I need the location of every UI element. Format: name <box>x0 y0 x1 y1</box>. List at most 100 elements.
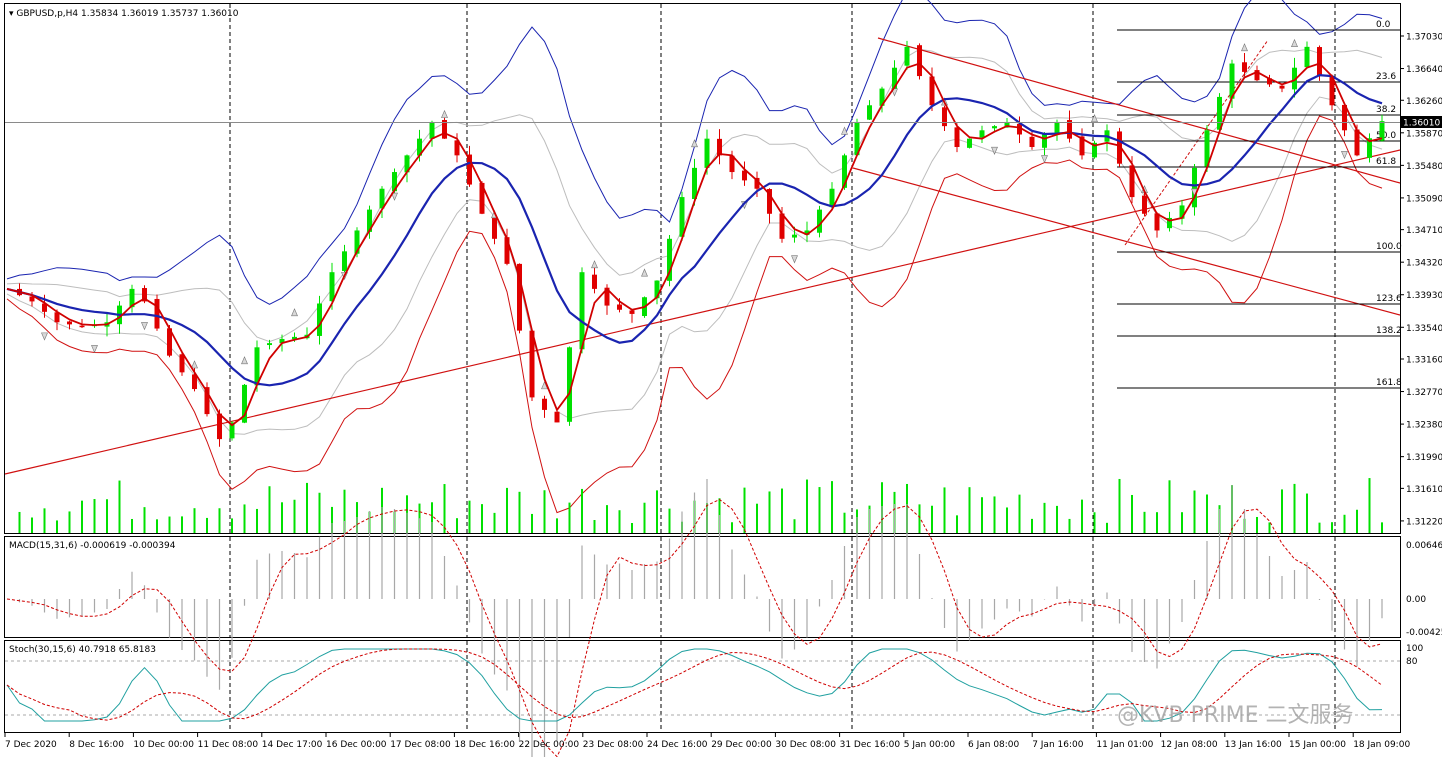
candle-body <box>517 263 522 331</box>
candle-body <box>1367 138 1372 158</box>
candle-body <box>904 46 910 66</box>
candle-body <box>579 272 585 350</box>
candle-body <box>1354 129 1360 156</box>
candle-body <box>967 138 972 148</box>
candle-body <box>1067 120 1072 139</box>
candle-body <box>1329 77 1335 106</box>
fractal-arrow <box>541 381 548 390</box>
time-tick-label: 11 Dec 08:00 <box>198 740 259 750</box>
candle-body <box>917 45 922 77</box>
candle-body <box>404 155 410 173</box>
fib-level-label: 123.6 <box>1376 294 1402 304</box>
vertical-grid <box>229 4 1336 732</box>
price-tick-label: 1.32770 <box>1406 388 1442 398</box>
time-tick-label: 15 Jan 00:00 <box>1289 740 1346 750</box>
price-tick-label: 1.31220 <box>1406 517 1442 527</box>
candle-body <box>204 387 210 415</box>
price-tick-label: 1.31610 <box>1406 485 1442 495</box>
stoch-label: Stoch(30,15,6) 40.7918 65.8183 <box>9 645 156 655</box>
candle-body <box>929 76 935 106</box>
fractal-arrow <box>991 146 998 155</box>
time-tick-label: 29 Dec 00:00 <box>711 740 772 750</box>
candle-body <box>192 374 197 390</box>
candle-body <box>1229 63 1235 99</box>
price-tick-label: 1.36260 <box>1406 97 1442 107</box>
candle-body <box>742 170 747 181</box>
price-tick-label: 1.34320 <box>1406 259 1442 269</box>
time-tick-label: 14 Dec 17:00 <box>262 740 323 750</box>
candle-body <box>942 107 947 127</box>
fib-level-label: 0.0 <box>1376 20 1391 30</box>
fractal-arrow <box>591 260 598 269</box>
time-tick-label: 18 Jan 09:00 <box>1353 740 1410 750</box>
candle-body <box>417 138 422 156</box>
time-tick-label: 22 Dec 00:00 <box>519 740 580 750</box>
fractal-arrow <box>1241 43 1248 52</box>
fractal-arrow <box>141 322 148 331</box>
ma-fast-line <box>6 62 1383 427</box>
inner-lower-band <box>6 96 1383 435</box>
price-tick-label: 1.34710 <box>1406 226 1442 236</box>
candle-body <box>1004 121 1010 128</box>
candle-body <box>1292 67 1297 90</box>
candle-body <box>567 347 572 422</box>
candle-body <box>229 422 235 439</box>
fractal-arrow <box>791 255 798 264</box>
fib-level-label: 100.0 <box>1376 242 1402 252</box>
time-tick-label: 10 Dec 00:00 <box>133 740 194 750</box>
candle-body <box>429 121 435 139</box>
candle-body <box>142 288 147 302</box>
candle-body <box>1204 130 1210 167</box>
fractal-arrow <box>291 308 298 317</box>
candle-body <box>842 155 847 188</box>
candle-body <box>992 126 997 129</box>
macd-label: MACD(15,31,6) -0.000619 -0.000394 <box>9 541 176 551</box>
candle-body <box>1054 121 1060 135</box>
candle-body <box>529 330 535 398</box>
candle-body <box>1029 136 1035 148</box>
price-tick-label: 1.33930 <box>1406 291 1442 301</box>
candle-body <box>479 182 485 214</box>
candle-body <box>1017 123 1022 135</box>
candle-body <box>392 172 397 192</box>
fractal-arrow <box>1291 38 1298 47</box>
candle-body <box>692 167 697 199</box>
ma-slow-line <box>6 73 1383 387</box>
candle-body <box>1279 85 1285 89</box>
fib-baseline <box>1124 39 1269 246</box>
price-axis: 1.37030 1.36640 1.36260 1.35870 1.35480 1.350… <box>1400 33 1442 527</box>
time-tick-label: 7 Jan 16:00 <box>1032 740 1084 750</box>
fractal-arrow <box>1041 155 1048 164</box>
candle-body <box>617 304 622 310</box>
macd-tick-label: 0.006467 <box>1406 541 1442 551</box>
candle-body <box>592 274 597 289</box>
candle-body <box>1079 136 1085 156</box>
fib-level-label: 61.8 <box>1376 157 1396 167</box>
candle-body <box>454 140 460 156</box>
candle-body <box>1117 131 1122 164</box>
candle-body <box>67 321 72 325</box>
menu-triangle-icon[interactable]: ▾ <box>9 9 14 19</box>
fractal-arrow <box>441 109 448 118</box>
candle-body <box>754 177 760 189</box>
stochastic-lines <box>5 648 1400 722</box>
candlesticks <box>17 40 1385 447</box>
candle-body <box>1179 205 1185 219</box>
candle-body <box>792 234 797 238</box>
candle-body <box>1167 217 1172 229</box>
candle-body <box>54 312 60 323</box>
time-tick-label: 17 Dec 08:00 <box>390 740 451 750</box>
fractal-arrow <box>241 356 248 365</box>
time-tick-label: 31 Dec 16:00 <box>840 740 901 750</box>
fib-level-label: 38.2 <box>1376 105 1396 115</box>
fib-level-label: 23.6 <box>1376 72 1396 82</box>
candle-body <box>1092 142 1097 158</box>
candle-body <box>504 237 510 264</box>
candle-body <box>129 288 135 308</box>
candle-body <box>767 189 772 214</box>
candle-body <box>867 105 872 120</box>
candle-body <box>1254 70 1260 81</box>
time-tick-label: 7 Dec 2020 <box>5 740 57 750</box>
time-tick-label: 13 Jan 16:00 <box>1225 740 1282 750</box>
